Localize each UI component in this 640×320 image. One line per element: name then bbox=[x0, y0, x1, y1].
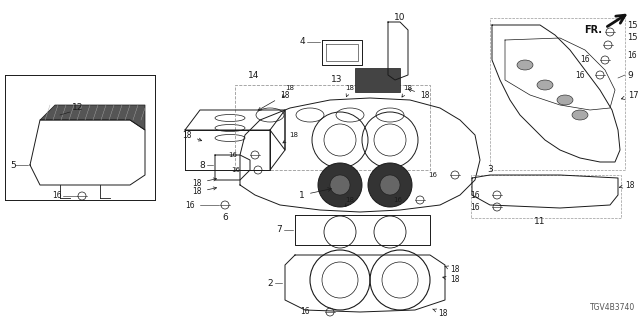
Text: 18: 18 bbox=[182, 131, 202, 141]
Text: TGV4B3740: TGV4B3740 bbox=[590, 303, 636, 313]
Text: 8: 8 bbox=[199, 161, 205, 170]
Text: 16: 16 bbox=[580, 55, 590, 65]
Bar bbox=[355, 68, 400, 92]
Ellipse shape bbox=[572, 110, 588, 120]
Ellipse shape bbox=[517, 60, 533, 70]
Text: 16: 16 bbox=[470, 190, 480, 199]
Text: 16: 16 bbox=[393, 197, 402, 203]
Text: FR.: FR. bbox=[584, 25, 602, 35]
Text: 18: 18 bbox=[346, 197, 355, 206]
Ellipse shape bbox=[537, 80, 553, 90]
Text: 18: 18 bbox=[193, 187, 216, 196]
Text: 16: 16 bbox=[575, 70, 585, 79]
Text: 13: 13 bbox=[330, 76, 342, 84]
Polygon shape bbox=[40, 105, 145, 130]
Text: 16: 16 bbox=[231, 167, 240, 173]
Text: 16: 16 bbox=[52, 191, 62, 201]
Text: 5: 5 bbox=[10, 161, 16, 170]
Text: 10: 10 bbox=[394, 13, 406, 22]
Text: 18: 18 bbox=[402, 85, 413, 97]
Text: 15: 15 bbox=[627, 20, 637, 29]
Text: 14: 14 bbox=[248, 70, 259, 79]
Text: 18: 18 bbox=[282, 85, 294, 97]
Bar bbox=[235, 85, 430, 170]
Text: 17: 17 bbox=[621, 91, 639, 100]
Circle shape bbox=[318, 163, 362, 207]
Circle shape bbox=[330, 175, 350, 195]
Text: 18: 18 bbox=[620, 180, 634, 189]
Text: 18: 18 bbox=[445, 266, 460, 275]
Circle shape bbox=[368, 163, 412, 207]
Text: 16: 16 bbox=[300, 308, 310, 316]
Text: 1: 1 bbox=[300, 188, 332, 199]
Bar bbox=[490, 18, 625, 170]
Text: 16: 16 bbox=[228, 152, 237, 158]
Text: 3: 3 bbox=[487, 165, 493, 174]
Ellipse shape bbox=[557, 95, 573, 105]
Text: 18: 18 bbox=[258, 91, 289, 110]
Text: 18: 18 bbox=[443, 276, 460, 284]
Text: 16: 16 bbox=[186, 201, 195, 210]
Text: 7: 7 bbox=[276, 226, 282, 235]
Bar bbox=[471, 175, 621, 218]
Text: 6: 6 bbox=[222, 213, 228, 222]
Text: 16: 16 bbox=[470, 203, 480, 212]
Text: 16: 16 bbox=[627, 51, 637, 60]
Text: 12: 12 bbox=[72, 103, 83, 113]
Text: 16: 16 bbox=[428, 172, 437, 178]
Text: 18: 18 bbox=[433, 308, 447, 317]
Text: 18: 18 bbox=[408, 89, 429, 100]
Text: 18: 18 bbox=[283, 132, 298, 143]
Text: 2: 2 bbox=[268, 278, 273, 287]
Text: 4: 4 bbox=[300, 37, 305, 46]
Circle shape bbox=[380, 175, 400, 195]
Text: 9: 9 bbox=[627, 70, 633, 79]
Text: 11: 11 bbox=[534, 218, 546, 227]
Text: 18: 18 bbox=[346, 85, 355, 97]
Text: 15: 15 bbox=[627, 34, 637, 43]
Text: 18: 18 bbox=[193, 178, 216, 188]
